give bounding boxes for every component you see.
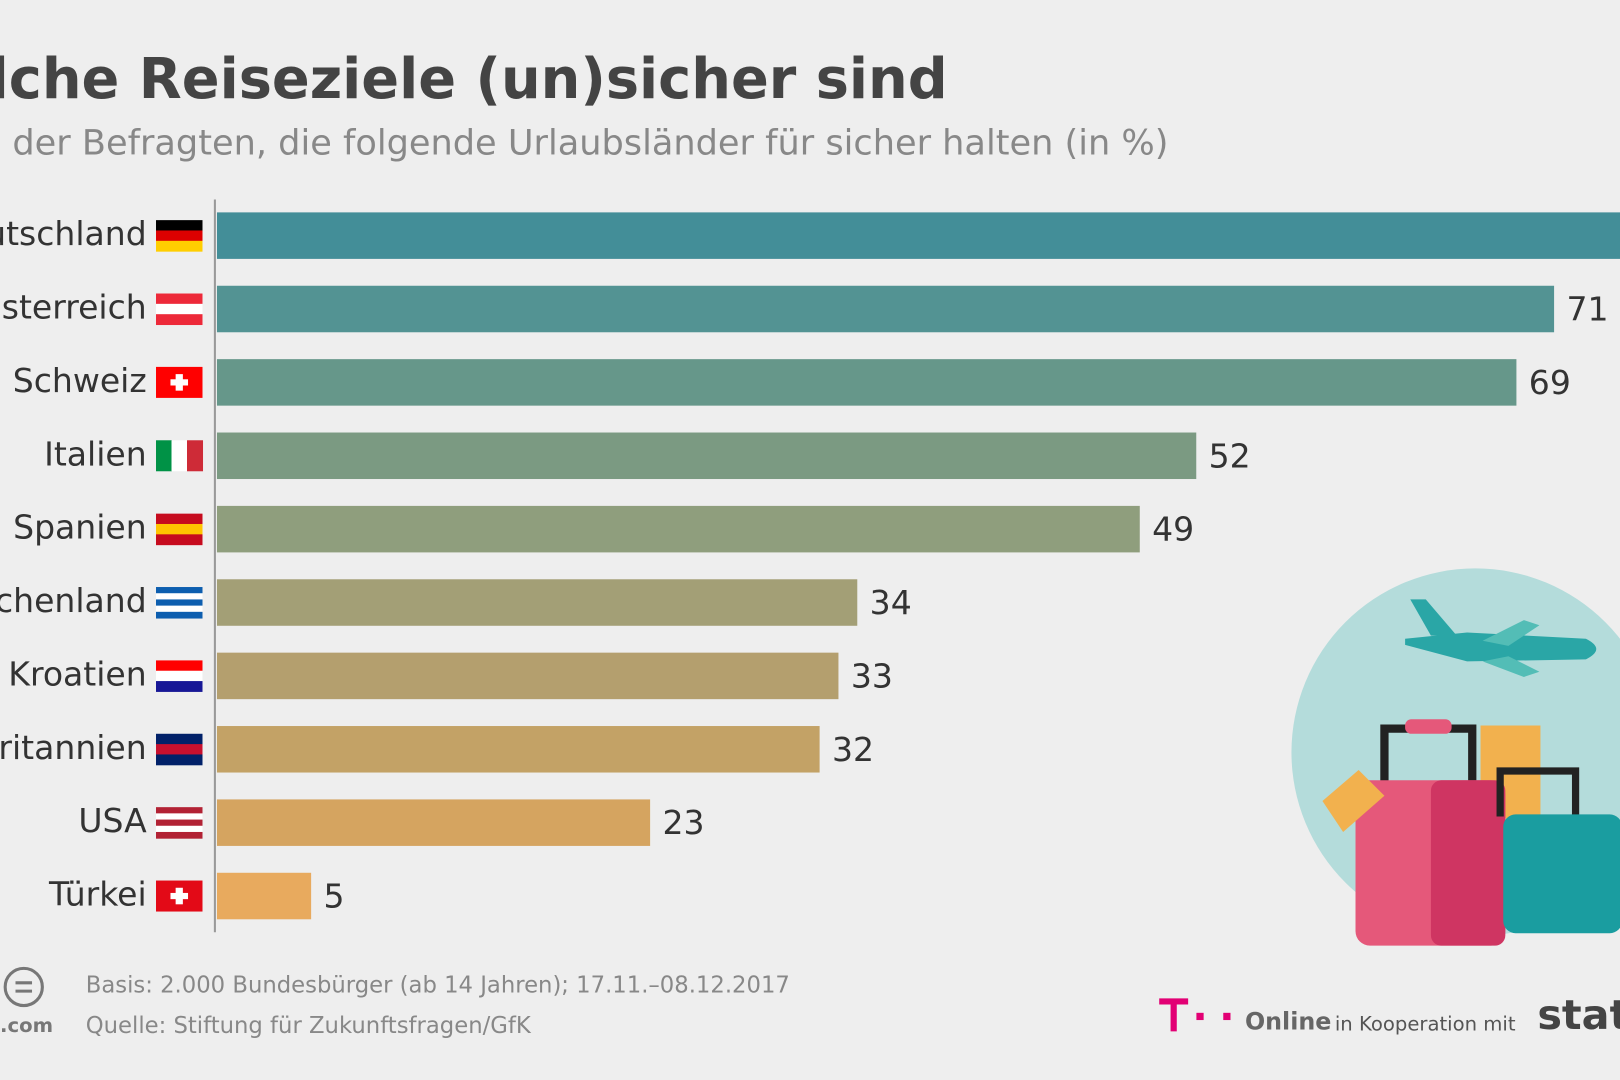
- value-label: 49: [1152, 510, 1194, 549]
- bar: [216, 432, 1197, 480]
- note: Quelle: Stiftung für Zukunftsfragen/GfK: [86, 1013, 532, 1039]
- category-label: chenland: [0, 581, 147, 620]
- chart-subtitle: der Befragten, die folgende Urlaubslände…: [12, 123, 1168, 164]
- flag-part: [156, 513, 203, 525]
- flag-part: [156, 819, 203, 827]
- bar: [216, 505, 1140, 553]
- flag-icon: [156, 660, 203, 692]
- flag-icon: [156, 220, 203, 252]
- flag-part: [156, 534, 203, 546]
- brand: Online: [1245, 1008, 1331, 1036]
- flag-part: [156, 220, 203, 231]
- flag-part: [156, 593, 203, 600]
- value-label: 69: [1529, 363, 1571, 402]
- note: Basis: 2.000 Bundesbürger (ab 14 Jahren)…: [86, 972, 790, 998]
- category-label: Schweiz: [13, 361, 147, 400]
- flag-icon: [156, 587, 203, 619]
- flag-part: [187, 440, 204, 472]
- flag-part: [156, 523, 203, 535]
- footer: .com Basis: 2.000 Bundesbürger (ab 14 Ja…: [0, 966, 1620, 1039]
- site-label: .com: [0, 1014, 53, 1037]
- category-label: Spanien: [13, 508, 147, 547]
- flag-part: [156, 825, 203, 833]
- bar: [216, 285, 1555, 333]
- bar: [216, 872, 312, 920]
- flag-part: [156, 314, 203, 326]
- category-label: ritannien: [0, 728, 147, 767]
- category-label: Italien: [44, 434, 147, 473]
- flag-part: [156, 587, 203, 594]
- value-label: 71: [1566, 290, 1608, 329]
- bar: [216, 652, 839, 700]
- flag-part: [156, 599, 203, 607]
- flag-part: [156, 303, 203, 315]
- flag-part: [156, 733, 203, 745]
- flag-part: [156, 807, 203, 814]
- flag-part: [156, 240, 203, 252]
- flag-part: [156, 660, 203, 672]
- flag-part: [156, 611, 203, 619]
- flag-icon: [156, 880, 203, 912]
- flag-part: [170, 379, 189, 386]
- bar: [216, 359, 1517, 406]
- flag-part: [156, 440, 173, 472]
- flag-part: [170, 892, 189, 900]
- bar: [216, 726, 820, 773]
- value-label: 32: [832, 730, 874, 769]
- flag-part: [156, 813, 203, 821]
- flag-icon: [156, 440, 204, 472]
- flag-part: [171, 440, 188, 472]
- bar: [216, 579, 858, 626]
- flag-part: [156, 744, 203, 755]
- flag-icon: [156, 513, 203, 546]
- category-label: USA: [78, 801, 147, 840]
- flag-icon: [156, 733, 203, 766]
- illustration: [1291, 568, 1620, 946]
- flag-icon: [156, 807, 203, 839]
- partner: stati: [1537, 991, 1620, 1039]
- flag-part: [156, 831, 203, 839]
- value-label: 5: [324, 877, 345, 916]
- value-label: 23: [663, 803, 705, 842]
- flag-icon: [156, 366, 203, 398]
- value-label: 33: [851, 656, 893, 695]
- value-label: 52: [1209, 436, 1251, 475]
- flag-part: [156, 670, 203, 682]
- category-label: utschland: [0, 214, 147, 253]
- cooperation: in Kooperation mit: [1335, 1013, 1516, 1036]
- category-label: Österreich: [0, 287, 147, 327]
- flag-icon: [156, 293, 203, 326]
- flag-part: [156, 293, 203, 305]
- category-label: Türkei: [48, 875, 147, 914]
- chart-title: lche Reiseziele (un)sicher sind: [0, 47, 948, 112]
- flag-part: [156, 230, 203, 242]
- flag-part: [156, 754, 203, 766]
- category-label: Kroatien: [8, 654, 146, 693]
- flag-part: [156, 605, 203, 613]
- bar: [216, 799, 651, 846]
- value-label: 34: [870, 583, 912, 622]
- flag-part: [156, 681, 203, 692]
- bar: [216, 212, 1620, 259]
